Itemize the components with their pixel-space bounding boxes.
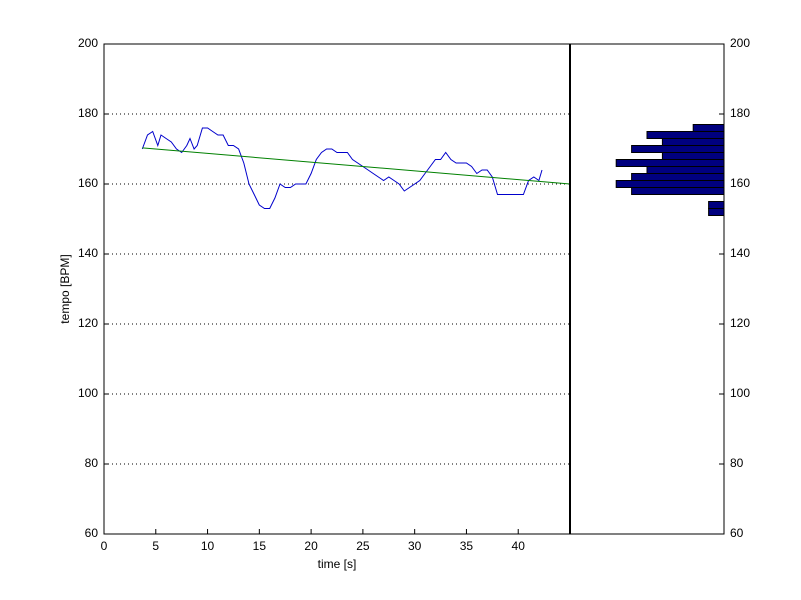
histogram-bar — [631, 187, 725, 195]
histogram-bar — [615, 159, 725, 167]
y-tick-label: 140 — [730, 246, 750, 260]
y-tick-label: 100 — [730, 386, 750, 400]
histogram-bar — [708, 208, 725, 216]
y-tick-label: 200 — [78, 36, 98, 50]
y-tick-label: 200 — [730, 36, 750, 50]
x-tick-label: 10 — [201, 539, 215, 553]
x-tick-label: 15 — [253, 539, 267, 553]
x-tick-label: 30 — [408, 539, 422, 553]
histogram-bar — [661, 152, 725, 160]
x-tick-label: 5 — [152, 539, 159, 553]
y-tick-label: 120 — [730, 316, 750, 330]
x-tick-label: 25 — [356, 539, 370, 553]
y-tick-label: 100 — [78, 386, 98, 400]
histogram-bar — [615, 180, 725, 188]
histogram-bar — [708, 201, 725, 209]
y-tick-label: 80 — [730, 456, 744, 470]
histogram-bar — [661, 138, 725, 146]
y-tick-label: 80 — [85, 456, 99, 470]
x-tick-label: 0 — [101, 539, 108, 553]
y-axis-label: tempo [BPM] — [58, 254, 72, 323]
x-tick-label: 35 — [460, 539, 474, 553]
histogram-bar — [631, 145, 725, 153]
y-tick-label: 140 — [78, 246, 98, 260]
y-tick-label: 60 — [730, 526, 744, 540]
y-tick-label: 160 — [730, 176, 750, 190]
y-tick-label: 160 — [78, 176, 98, 190]
data-line — [141, 127, 543, 209]
data-line — [142, 147, 571, 185]
y-tick-label: 120 — [78, 316, 98, 330]
axes-box — [103, 43, 725, 535]
x-tick-label: 20 — [304, 539, 318, 553]
histogram-bar — [646, 166, 725, 174]
y-tick-label: 180 — [78, 106, 98, 120]
x-axis-label: time [s] — [318, 557, 357, 571]
histogram-bar — [631, 173, 725, 181]
x-tick-label: 40 — [512, 539, 526, 553]
y-tick-label: 60 — [85, 526, 99, 540]
y-tick-label: 180 — [730, 106, 750, 120]
histogram-bar — [646, 131, 725, 139]
histogram-bar — [692, 124, 725, 132]
